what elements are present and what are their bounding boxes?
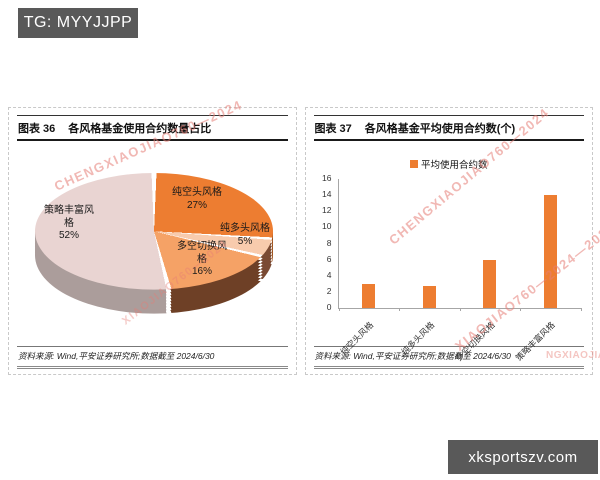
pie-3d bbox=[35, 173, 273, 374]
bar-策略丰富风格 bbox=[543, 195, 557, 308]
pie-label-rich-strategy: 策略丰富风格 52% bbox=[41, 205, 97, 243]
pie-slice-name: 策略丰富风格 bbox=[44, 205, 94, 229]
figure-37-title: 图表 37 各风格基金平均使用合约数(个) bbox=[313, 115, 584, 141]
plot-area bbox=[337, 179, 582, 311]
y-tick-label: 16 bbox=[322, 173, 332, 183]
bar-chart: 平均使用合约数 0 2 4 6 8 10 12 14 16 纯空头风格 纯多头风格 多空切换风格 策略… bbox=[314, 141, 585, 363]
pie-slice-percent: 5% bbox=[237, 235, 253, 247]
site-badge: xksportszv.com bbox=[448, 440, 598, 474]
figure-number: 图表 36 bbox=[18, 123, 56, 135]
chart-legend: 平均使用合约数 bbox=[314, 157, 585, 171]
y-tick-label: 4 bbox=[326, 269, 332, 280]
legend-label: 平均使用合约数 bbox=[420, 160, 488, 171]
pie-label-pure-long: 纯多头风格 5% bbox=[207, 223, 283, 248]
figure-number: 图表 37 bbox=[314, 123, 352, 135]
x-tick-mark bbox=[580, 308, 582, 311]
pie-slice-percent: 52% bbox=[58, 230, 79, 241]
y-tick-label: 10 bbox=[322, 221, 332, 232]
pie-top-face bbox=[35, 173, 273, 290]
figure-36-source: 资料来源: Wind,平安证券研究所;数据截至 2024/6/30 bbox=[17, 346, 288, 369]
x-tick-mark bbox=[520, 308, 521, 311]
pie-slice-name: 纯空头风格 bbox=[172, 187, 222, 198]
pie-label-pure-short: 纯空头风格 27% bbox=[157, 187, 237, 212]
figure-36-title: 图表 36 各风格基金使用合约数量占比 bbox=[17, 115, 288, 141]
y-tick-label: 6 bbox=[326, 253, 332, 264]
figure-row: 图表 36 各风格基金使用合约数量占比 纯空头风格 27% 纯多头风格 5% 多… bbox=[8, 107, 593, 375]
pie-slice-percent: 16% bbox=[191, 266, 212, 277]
tg-channel-badge: TG: MYYJJPP bbox=[18, 8, 138, 38]
figure-37-panel: 图表 37 各风格基金平均使用合约数(个) 平均使用合约数 0 2 4 6 8 10 12 1… bbox=[304, 107, 593, 375]
pie-slice-percent: 27% bbox=[186, 199, 207, 211]
y-tick-label: 8 bbox=[326, 237, 332, 248]
pie-slice-name: 纯多头风格 bbox=[220, 223, 270, 234]
figure-36-panel: 图表 36 各风格基金使用合约数量占比 纯空头风格 27% 纯多头风格 5% 多… bbox=[8, 107, 297, 375]
bar-纯空头风格 bbox=[362, 283, 376, 308]
x-tick-mark bbox=[459, 308, 461, 311]
x-tick-mark bbox=[338, 308, 340, 311]
y-tick-label: 12 bbox=[322, 205, 332, 216]
y-axis: 0 2 4 6 8 10 12 14 16 bbox=[314, 174, 334, 312]
bar-多空切换风格 bbox=[483, 259, 497, 308]
x-axis-labels: 纯空头风格 纯多头风格 多空切换风格 策略丰富风格 bbox=[338, 310, 580, 363]
pie-label-long-short-switch: 多空切换风格 16% bbox=[174, 241, 230, 279]
figure-caption: 各风格基金使用合约数量占比 bbox=[68, 123, 212, 135]
pie-slice-name: 多空切换风格 bbox=[177, 241, 227, 265]
bar-纯多头风格 bbox=[422, 286, 436, 308]
figure-caption: 各风格基金平均使用合约数(个) bbox=[364, 123, 516, 135]
legend-marker-icon bbox=[409, 160, 418, 168]
y-tick-label: 2 bbox=[326, 285, 332, 296]
figure-37-source: 资料来源: Wind,平安证券研究所;数据截至 2024/6/30 bbox=[313, 346, 584, 369]
x-tick-mark bbox=[399, 308, 400, 311]
y-tick-label: 0 bbox=[326, 302, 332, 312]
pie-chart: 纯空头风格 27% 纯多头风格 5% 多空切换风格 16% 策略丰富风格 52% bbox=[17, 141, 288, 346]
x-category-anchor: 策略丰富风格 bbox=[449, 315, 557, 363]
y-tick-label: 14 bbox=[322, 189, 332, 200]
